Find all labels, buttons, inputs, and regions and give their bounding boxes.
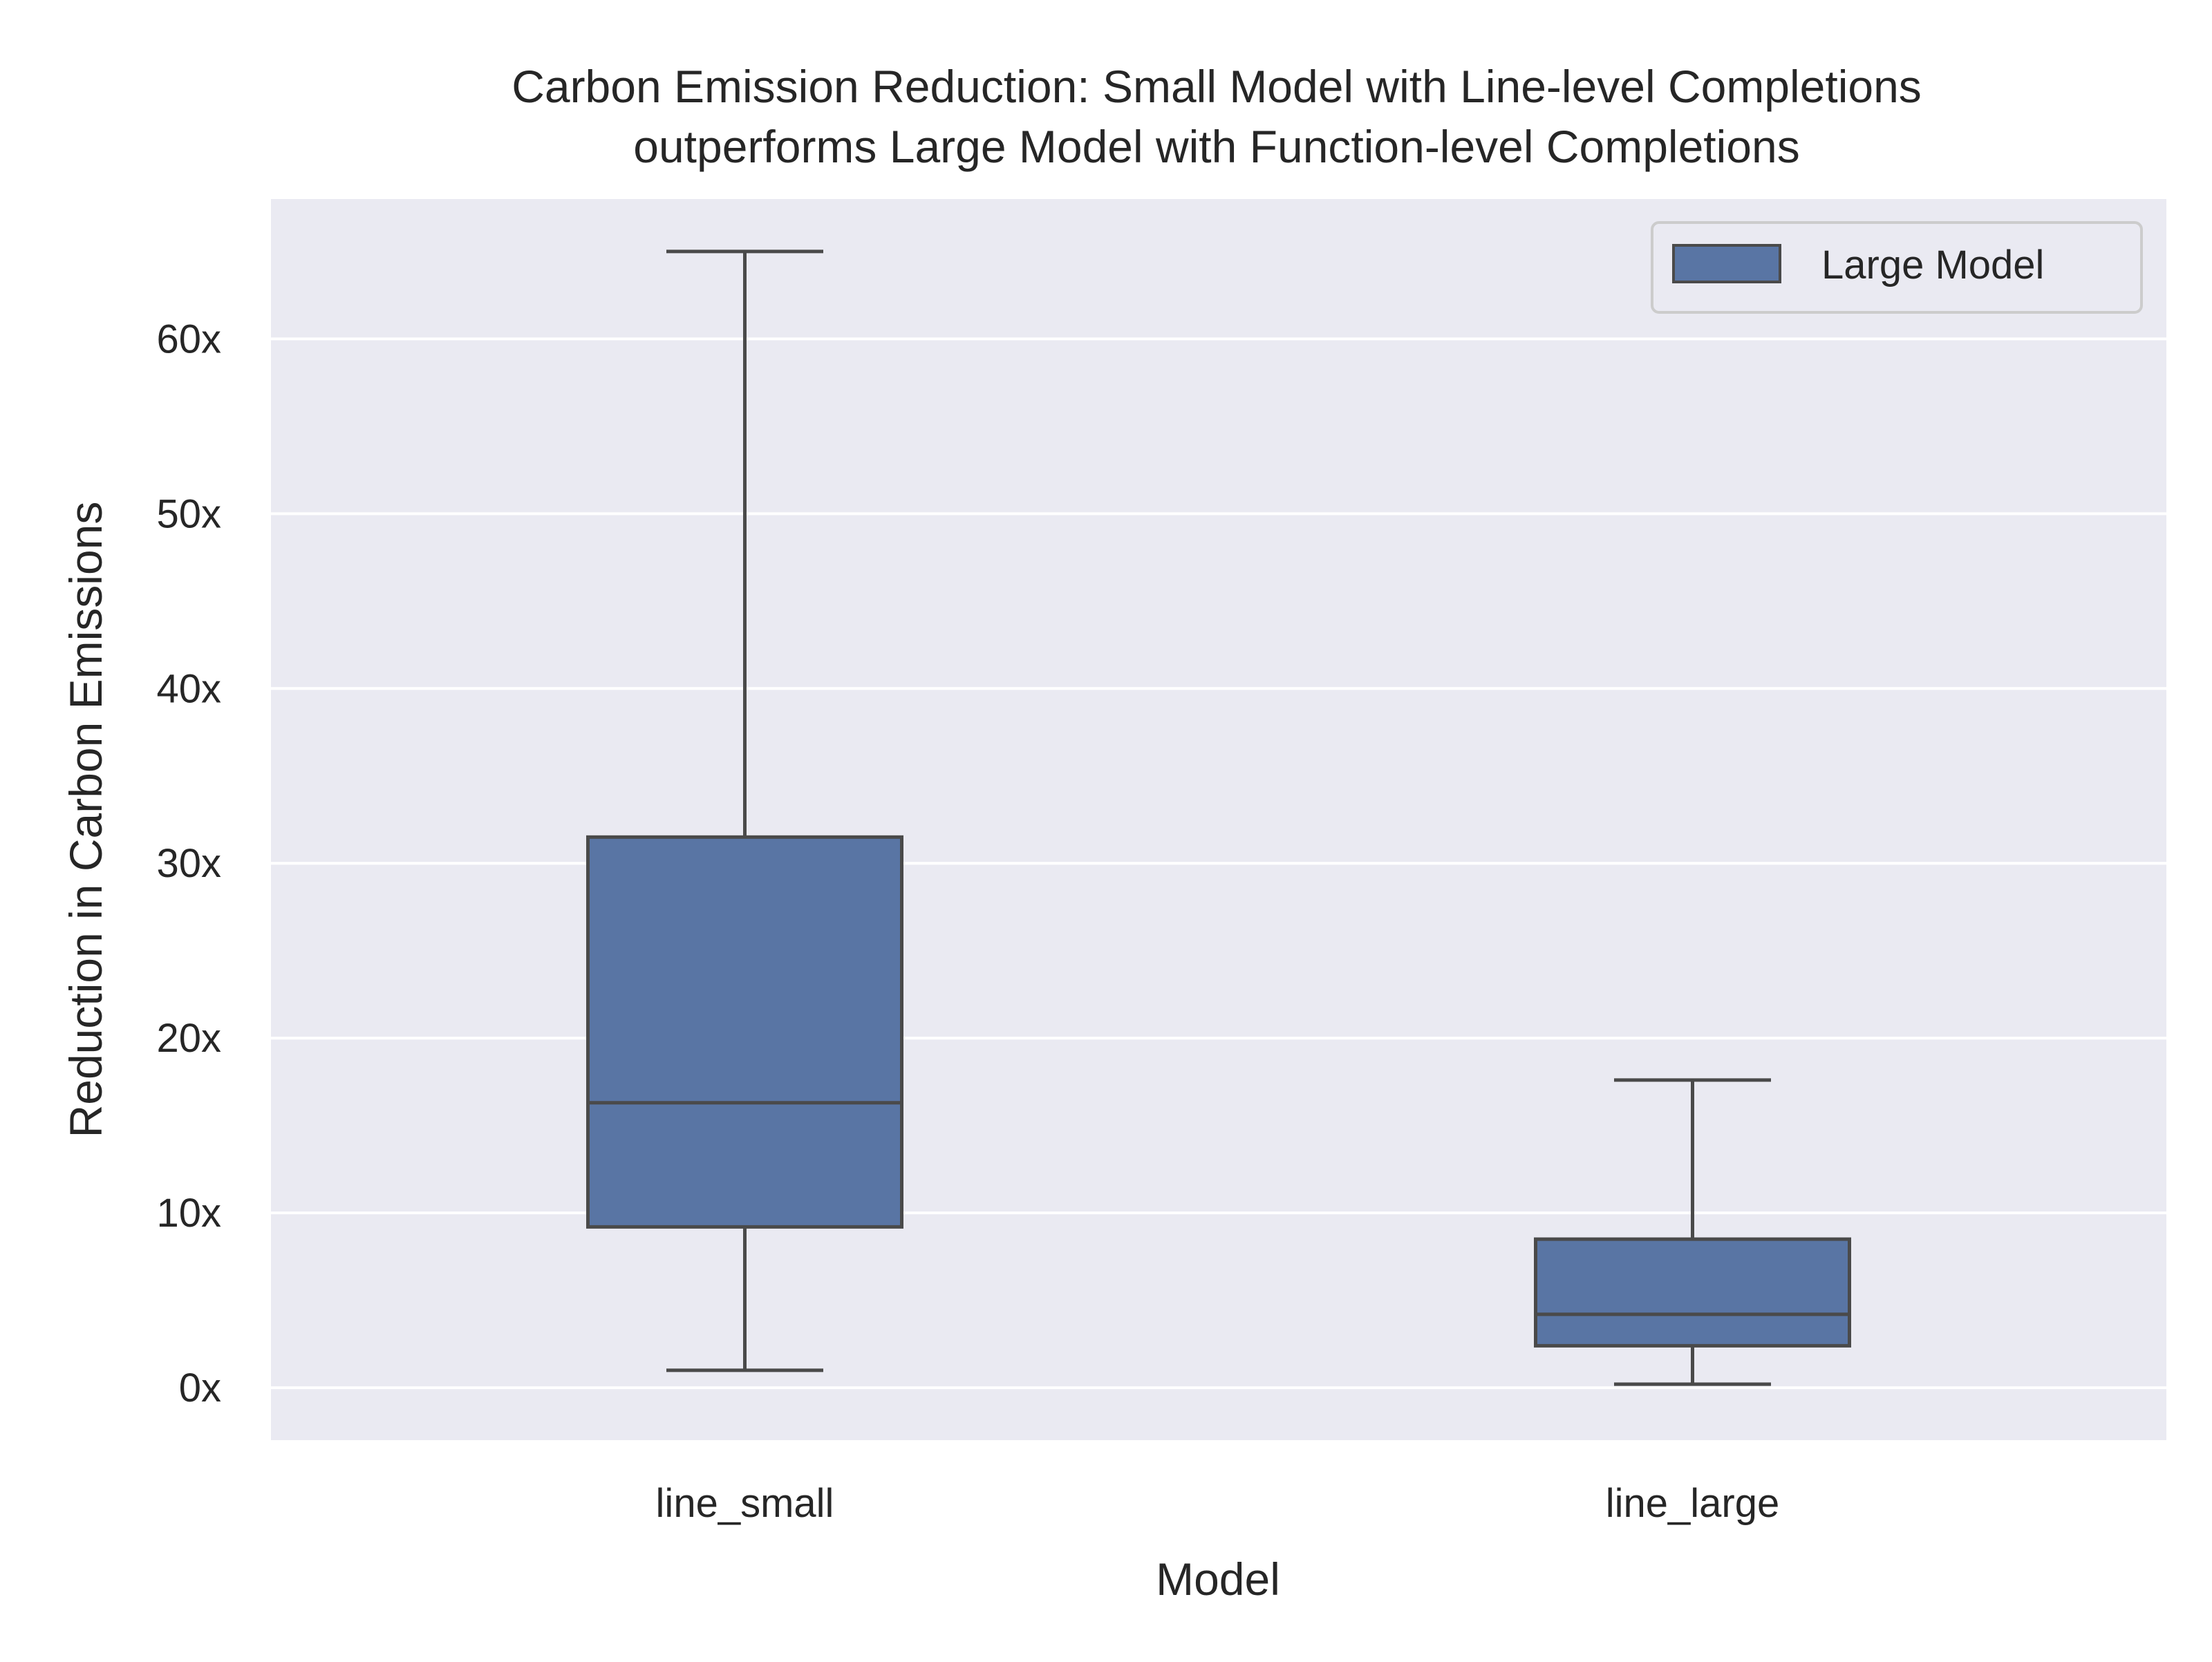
y-tick-label: 50x: [156, 491, 221, 536]
y-tick-label: 30x: [156, 841, 221, 886]
box-iqr: [586, 835, 903, 1229]
chart-subtitle: outperforms Large Model with Function-le…: [633, 121, 1799, 172]
box-line_small: [586, 249, 903, 1372]
legend: Large Model: [1651, 221, 2143, 314]
y-tick-label: 20x: [156, 1016, 221, 1061]
boxes: [586, 249, 1851, 1386]
x-axis-ticks: line_small line_large: [656, 1481, 1780, 1526]
box-line_large: [1534, 1078, 1851, 1386]
plot-area: [271, 199, 2166, 1440]
legend-label: Large Model: [1821, 243, 2044, 287]
y-tick-label: 40x: [156, 666, 221, 711]
y-axis-title: Reduction in Carbon Emissions: [60, 502, 111, 1138]
box-iqr: [1534, 1237, 1851, 1348]
x-tick-label: line_large: [1606, 1481, 1780, 1526]
y-tick-label: 10x: [156, 1191, 221, 1236]
x-tick-label: line_small: [656, 1481, 834, 1526]
y-axis-ticks: 0x 10x 20x 30x 40x 50x 60x: [156, 317, 221, 1410]
y-tick-label: 60x: [156, 317, 221, 361]
legend-swatch: [1672, 244, 1781, 283]
x-axis-title: Model: [1156, 1554, 1280, 1605]
chart-title: Carbon Emission Reduction: Small Model w…: [512, 61, 1922, 112]
y-tick-label: 0x: [179, 1366, 221, 1410]
